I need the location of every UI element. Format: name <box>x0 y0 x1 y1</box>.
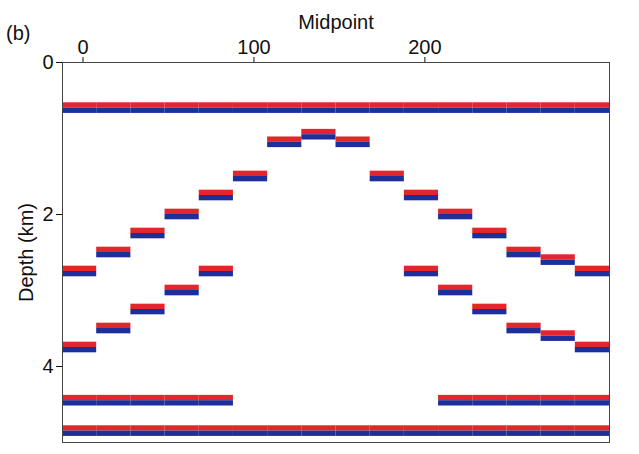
html-text:(b): (b) <box>6 22 31 44</box>
svg-text:200: 200 <box>408 36 441 58</box>
svg-text:4: 4 <box>42 355 53 377</box>
svg-text:0: 0 <box>77 36 88 58</box>
svg-text:100: 100 <box>237 36 270 58</box>
svg-text:0: 0 <box>42 51 53 73</box>
svg-text:2: 2 <box>42 203 53 225</box>
svg-text:Midpoint: Midpoint <box>298 11 374 33</box>
svg-text:Depth (km): Depth (km) <box>15 203 37 302</box>
